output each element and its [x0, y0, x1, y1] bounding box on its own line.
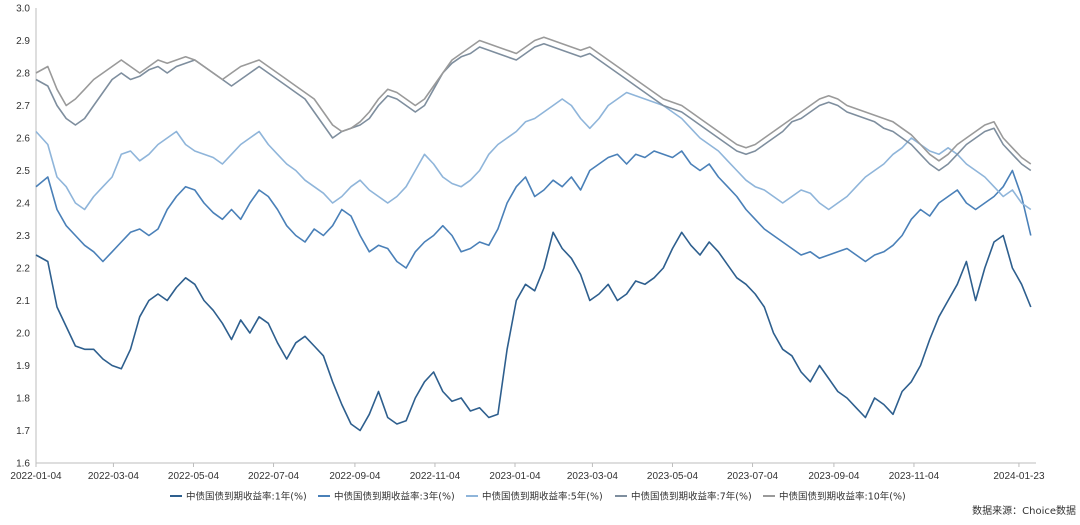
y-tick-label: 2.6	[16, 134, 30, 145]
y-tick-label: 2.7	[16, 101, 30, 112]
y-tick-label: 2.5	[16, 166, 30, 177]
y-tick-label: 1.6	[16, 459, 30, 470]
x-tick-label: 2023-05-04	[647, 471, 699, 482]
series-line-1	[35, 231, 1032, 432]
x-tick-label: 2022-09-04	[329, 471, 381, 482]
x-tick-label: 2022-01-04	[10, 471, 62, 482]
x-tick-label: 2023-03-04	[567, 471, 619, 482]
y-tick-label: 2.1	[16, 296, 30, 307]
y-tick-label: 2.3	[16, 231, 30, 242]
y-tick-label: 2.4	[16, 199, 30, 210]
series-lines	[35, 36, 1032, 432]
y-tick-label: 2.9	[16, 36, 30, 47]
x-axis-ticks: 2022-01-04 2022-03-04 2022-05-04 2022-07-04…	[10, 463, 1045, 482]
legend-label: 中债国债到期收益率:3年(%)	[334, 491, 455, 503]
y-axis-ticks: 3.0 2.9 2.8 2.7 2.6 2.5 2.4 2.3 2.2 2.1 2.0 1.9 1.8 1…	[16, 4, 30, 470]
source-note: 数据来源：Choice数据	[972, 504, 1076, 517]
y-tick-label: 3.0	[16, 4, 30, 15]
legend-label: 中债国债到期收益率:10年(%)	[779, 491, 906, 503]
x-tick-label: 2023-07-04	[727, 471, 779, 482]
series-line-5	[35, 36, 1032, 165]
x-tick-label: 2024-01-23	[993, 471, 1045, 482]
legend-label: 中债国债到期收益率:5年(%)	[482, 491, 603, 503]
series-line-3	[35, 91, 1032, 211]
y-tick-label: 2.8	[16, 69, 30, 80]
series-line-2	[35, 150, 1032, 269]
y-tick-label: 1.7	[16, 426, 30, 437]
legend: 中债国债到期收益率:1年(%) 中债国债到期收益率:3年(%) 中债国债到期收益率:…	[170, 491, 906, 503]
legend-label: 中债国债到期收益率:1年(%)	[186, 491, 307, 503]
x-tick-label: 2022-05-04	[168, 471, 220, 482]
series-line-4	[35, 43, 1032, 172]
y-tick-label: 2.2	[16, 264, 30, 275]
x-tick-label: 2022-11-04	[410, 471, 461, 482]
x-tick-label: 2023-11-04	[889, 471, 940, 482]
x-tick-label: 2023-01-04	[489, 471, 541, 482]
x-tick-label: 2023-09-04	[808, 471, 860, 482]
y-tick-label: 1.8	[16, 394, 30, 405]
legend-label: 中债国债到期收益率:7年(%)	[631, 491, 752, 503]
x-tick-label: 2022-07-04	[248, 471, 300, 482]
y-tick-label: 2.0	[16, 329, 30, 340]
x-tick-label: 2022-03-04	[88, 471, 140, 482]
y-tick-label: 1.9	[16, 361, 30, 372]
